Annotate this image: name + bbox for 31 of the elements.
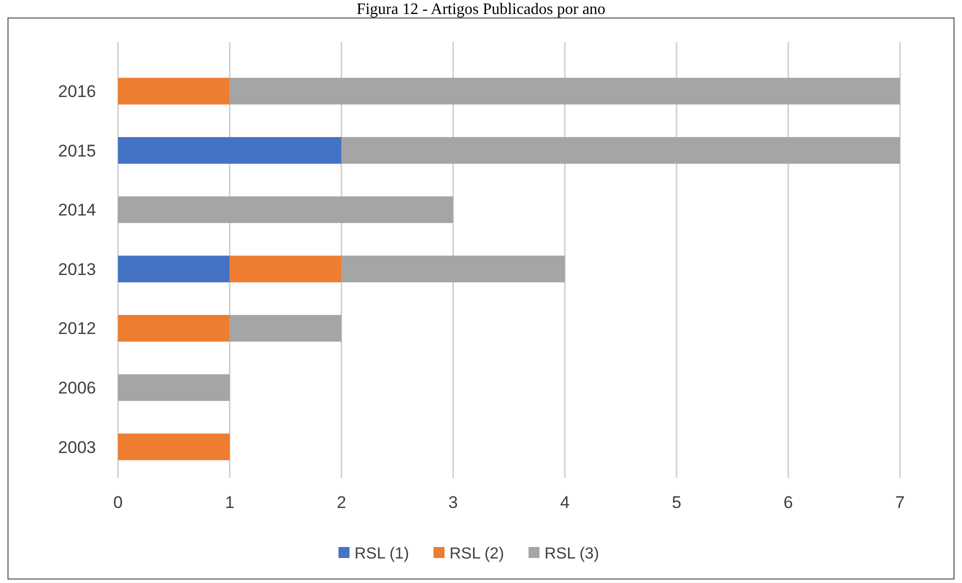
bar [341, 256, 565, 282]
y-tick-label: 2015 [58, 141, 96, 160]
bar [118, 314, 230, 342]
bar [118, 434, 230, 460]
bar [230, 256, 342, 282]
x-tick-label: 2 [336, 493, 346, 512]
bar [230, 314, 342, 342]
bar [118, 196, 454, 224]
y-tick-label: 2003 [58, 438, 96, 457]
bar [118, 78, 230, 104]
bar [118, 374, 230, 401]
chart-title: Figura 12 - Artigos Publicados por ano [356, 1, 606, 18]
bar [341, 137, 900, 164]
x-tick-label: 4 [560, 493, 570, 512]
y-tick-label: 2016 [58, 82, 96, 102]
y-tick-label: 2006 [58, 378, 96, 398]
bar [118, 256, 230, 282]
legend-label: RSL (2) [450, 546, 504, 563]
legend-label: RSL (1) [354, 546, 410, 563]
x-tick-label: 6 [784, 493, 794, 512]
y-tick-label: 2013 [58, 260, 96, 279]
bar [118, 137, 342, 164]
x-tick-label: 0 [113, 493, 123, 512]
x-tick-label: 3 [448, 493, 458, 512]
bar [230, 78, 900, 104]
x-tick-label: 7 [895, 493, 905, 512]
legend-label: RSL (3) [544, 546, 600, 563]
y-tick-label: 2014 [58, 200, 96, 220]
y-tick-label: 2012 [58, 319, 96, 338]
x-tick-label: 5 [672, 493, 682, 512]
x-tick-label: 1 [224, 493, 234, 512]
